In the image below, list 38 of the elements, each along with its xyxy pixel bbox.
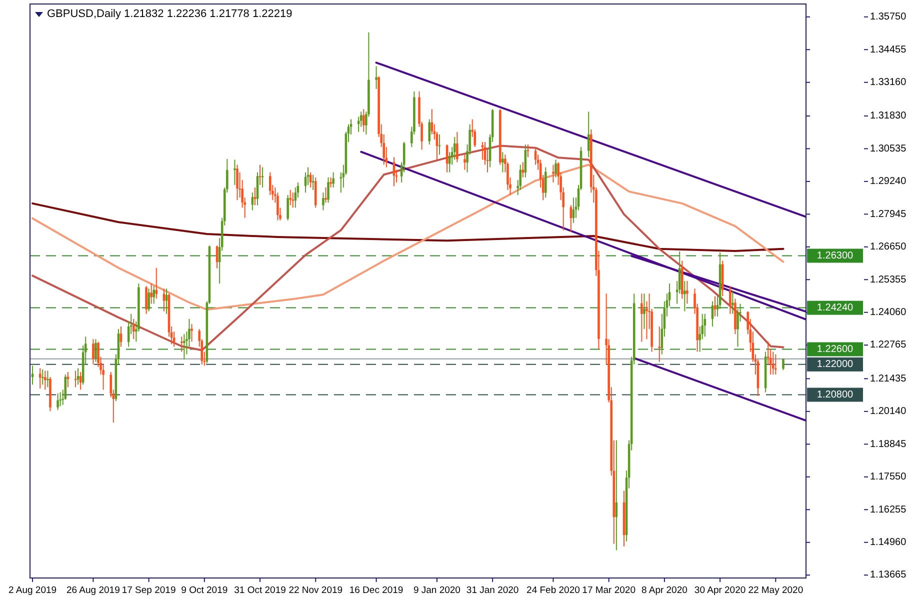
y-tick-label: 1.14960	[870, 537, 907, 548]
y-tick-label: 1.26650	[870, 242, 907, 253]
y-tick-label: 1.21435	[870, 373, 907, 384]
x-tick-label: 9 Oct 2019	[181, 585, 228, 596]
x-tick-label: 26 Aug 2019	[66, 585, 120, 596]
y-tick-label: 1.27945	[870, 208, 907, 220]
x-tick-label: 8 Apr 2020	[641, 585, 688, 596]
y-tick-label: 1.29240	[870, 176, 907, 188]
ref-line-label: 1.22600	[816, 344, 854, 355]
y-tick-label: 1.20140	[870, 406, 907, 418]
y-tick-label: 1.34455	[870, 44, 907, 56]
x-tick-label: 2 Aug 2019	[8, 585, 57, 596]
x-tick-label: 31 Oct 2019	[234, 585, 286, 596]
x-tick-label: 31 Jan 2020	[466, 585, 519, 596]
y-tick-label: 1.18845	[870, 438, 907, 450]
ref-line-label: 1.26300	[816, 250, 854, 262]
x-tick-label: 22 Nov 2019	[288, 585, 343, 596]
ref-line-label: 1.24240	[816, 302, 854, 314]
y-tick-label: 1.30535	[870, 143, 907, 154]
y-tick-label: 1.16255	[870, 504, 907, 516]
x-tick-label: 24 Feb 2020	[526, 585, 580, 596]
y-tick-label: 1.17550	[870, 472, 907, 483]
x-tick-label: 22 May 2020	[748, 585, 804, 596]
y-tick-label: 1.25355	[870, 274, 907, 286]
chart-title: GBPUSD,Daily 1.21832 1.22236 1.21778 1.22219	[47, 8, 292, 20]
x-tick-label: 30 Apr 2020	[694, 585, 746, 596]
x-tick-label: 16 Dec 2019	[349, 585, 404, 596]
x-tick-label: 9 Jan 2020	[413, 585, 460, 596]
x-tick-label: 17 Mar 2020	[582, 585, 636, 596]
y-tick-label: 1.13665	[870, 570, 907, 581]
y-tick-label: 1.35750	[870, 12, 907, 23]
y-tick-label: 1.24060	[870, 307, 907, 318]
y-tick-label: 1.31830	[870, 110, 907, 122]
ref-line-label: 1.22000	[816, 359, 854, 370]
y-tick-label: 1.33160	[870, 76, 907, 88]
x-tick-label: 17 Sep 2019	[122, 585, 176, 596]
ref-line-label: 1.20800	[816, 389, 854, 400]
y-tick-label: 1.22765	[870, 340, 907, 351]
